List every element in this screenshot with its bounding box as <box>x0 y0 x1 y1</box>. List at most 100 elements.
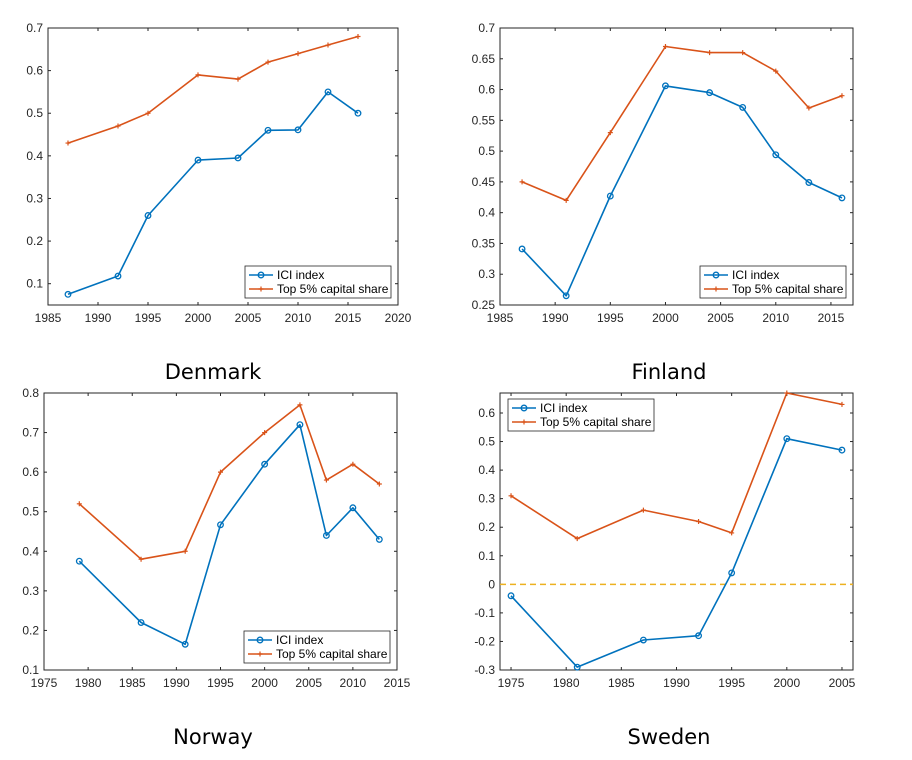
y-tick-label: 0.2 <box>26 234 43 248</box>
legend-swatch-marker <box>712 271 720 279</box>
legend-label: ICI index <box>276 633 323 647</box>
data-point-top5-capital-share <box>508 493 514 499</box>
y-tick-label: 0.45 <box>472 175 496 189</box>
data-point-ici-index <box>294 126 302 134</box>
data-point-ici-index <box>264 126 272 134</box>
x-tick-label: 2005 <box>295 676 322 690</box>
data-point-ici-index <box>739 103 747 111</box>
data-point-top5-capital-share <box>323 477 329 483</box>
data-point-top5-capital-share <box>696 519 702 525</box>
data-point-ici-index <box>261 460 269 468</box>
x-tick-label: 2020 <box>385 311 412 325</box>
x-tick-label: 1975 <box>31 676 58 690</box>
legend-swatch-marker <box>258 286 264 292</box>
x-tick-label: 1975 <box>498 676 525 690</box>
legend-label: Top 5% capital share <box>276 647 388 661</box>
y-tick-label: 0.2 <box>478 520 495 534</box>
data-point-top5-capital-share <box>574 536 580 542</box>
x-tick-label: 1980 <box>75 676 102 690</box>
legend-label: ICI index <box>732 268 779 282</box>
data-point-ici-index <box>728 569 736 577</box>
data-point-ici-index <box>639 636 647 644</box>
data-point-top5-capital-share <box>262 430 268 436</box>
data-point-ici-index <box>772 151 780 159</box>
legend-box <box>507 398 655 432</box>
data-point-top5-capital-share <box>182 548 188 554</box>
x-tick-label: 1995 <box>135 311 162 325</box>
panel-title: Sweden <box>628 725 711 749</box>
y-tick-label: 0.3 <box>478 267 495 281</box>
legend-swatch-marker <box>713 286 719 292</box>
legend-label: Top 5% capital share <box>540 415 652 429</box>
data-point-ici-index <box>144 212 152 219</box>
data-point-top5-capital-share <box>295 51 301 57</box>
y-tick-label: 0.6 <box>26 64 43 78</box>
data-point-ici-index <box>518 245 526 253</box>
y-tick-label: 0.3 <box>22 584 39 598</box>
y-tick-label: 0.1 <box>478 549 495 563</box>
legend-swatch-marker <box>521 419 527 425</box>
x-tick-label: 2005 <box>829 676 856 690</box>
x-tick-label: 1995 <box>597 311 624 325</box>
y-tick-label: 0.7 <box>478 21 495 35</box>
data-point-top5-capital-share <box>235 76 241 82</box>
y-tick-label: 0.65 <box>472 52 496 66</box>
y-tick-label: 0.35 <box>472 236 496 250</box>
data-point-ici-index <box>296 421 304 429</box>
data-point-ici-index <box>783 435 791 443</box>
data-point-ici-index <box>354 109 362 117</box>
x-tick-label: 2000 <box>773 676 800 690</box>
data-point-ici-index <box>217 521 224 529</box>
series-line-ici-index <box>510 437 843 668</box>
y-tick-label: 0.6 <box>478 406 495 420</box>
x-tick-label: 1980 <box>553 676 580 690</box>
series-line-ici-index <box>521 85 843 297</box>
y-tick-label: 0.25 <box>472 298 496 312</box>
data-point-ici-index <box>194 156 202 164</box>
data-point-ici-index <box>573 663 581 671</box>
data-point-top5-capital-share <box>806 105 812 111</box>
data-point-top5-capital-share <box>355 34 361 40</box>
y-tick-label: 0.4 <box>22 544 39 558</box>
plot-area-box <box>499 392 854 671</box>
data-point-top5-capital-share <box>325 42 331 48</box>
x-tick-label: 2000 <box>185 311 212 325</box>
data-point-ici-index <box>805 179 813 186</box>
x-tick-label: 2000 <box>652 311 679 325</box>
x-tick-label: 2005 <box>707 311 734 325</box>
y-tick-label: 0 <box>488 577 495 591</box>
data-point-ici-index <box>114 272 122 280</box>
x-tick-label: 2015 <box>818 311 845 325</box>
x-tick-label: 1990 <box>85 311 112 325</box>
panel-title: Denmark <box>165 360 262 384</box>
y-tick-label: -0.3 <box>474 663 495 677</box>
data-point-top5-capital-share <box>350 461 356 467</box>
data-point-top5-capital-share <box>195 72 201 78</box>
series-line-ici-index <box>67 91 359 296</box>
y-tick-label: 0.3 <box>26 191 43 205</box>
y-tick-label: 0.5 <box>478 144 495 158</box>
legend-label: ICI index <box>540 401 587 415</box>
data-point-top5-capital-share <box>839 93 845 99</box>
plot-area-box <box>43 392 398 671</box>
y-tick-label: 0.1 <box>22 663 39 677</box>
x-tick-label: 2010 <box>762 311 789 325</box>
x-tick-label: 1990 <box>163 676 190 690</box>
x-tick-label: 2015 <box>384 676 411 690</box>
data-point-top5-capital-share <box>65 140 71 146</box>
x-tick-label: 1985 <box>487 311 514 325</box>
data-point-ici-index <box>606 192 614 200</box>
data-point-ici-index <box>375 535 383 543</box>
data-point-ici-index <box>75 557 83 565</box>
legend-swatch-marker <box>257 651 263 657</box>
plot-area-box <box>47 27 399 306</box>
y-tick-label: 0.5 <box>478 435 495 449</box>
legend-label: Top 5% capital share <box>277 282 389 296</box>
y-tick-label: 0.3 <box>478 492 495 506</box>
data-point-top5-capital-share <box>640 507 646 513</box>
data-point-top5-capital-share <box>218 469 223 475</box>
data-point-top5-capital-share <box>729 530 735 536</box>
